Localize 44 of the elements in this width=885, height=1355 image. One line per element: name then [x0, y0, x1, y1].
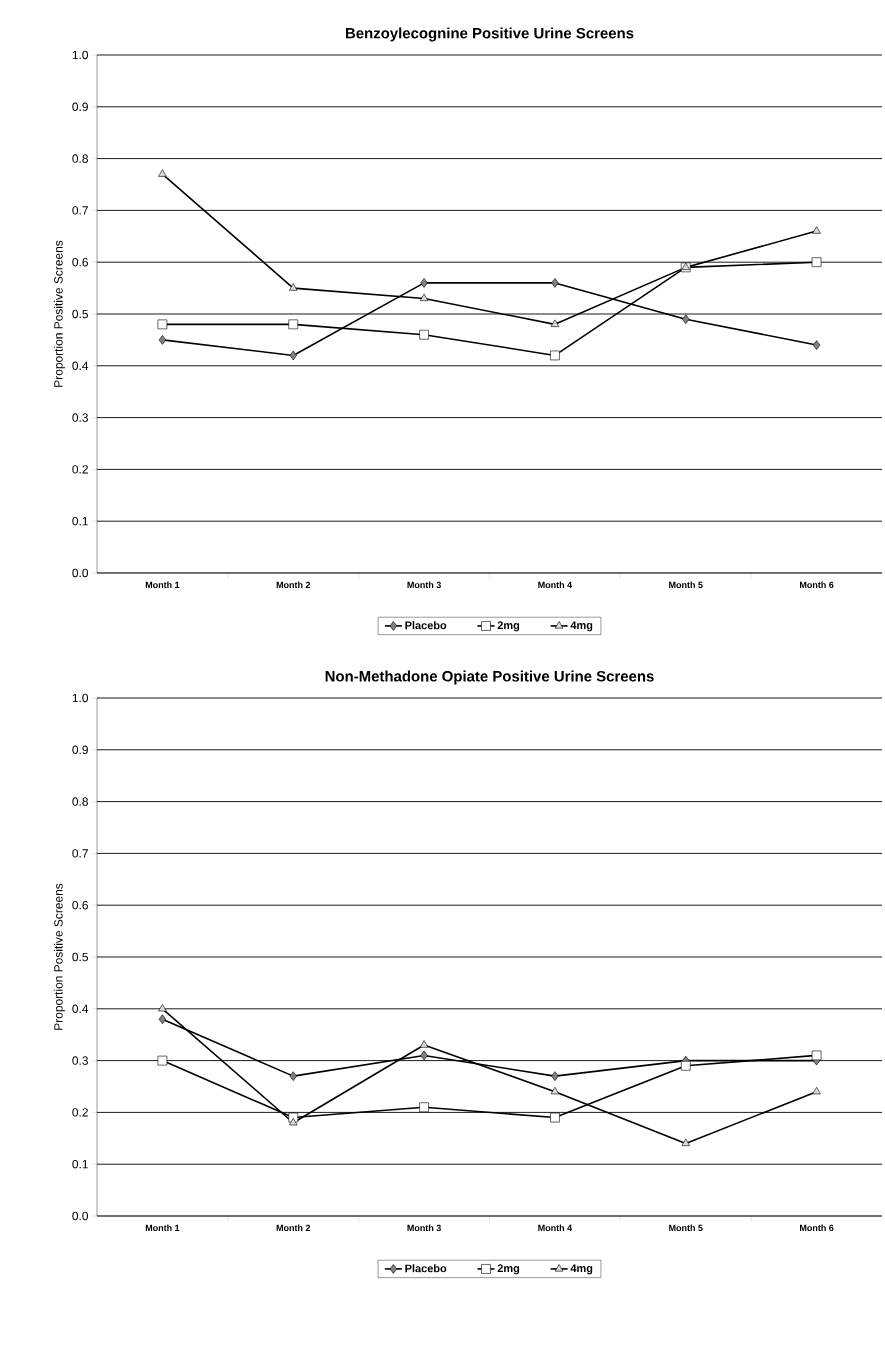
x-tick-label: Month 3	[407, 1224, 441, 1232]
y-axis-title: Proportion Positive Screens	[53, 240, 66, 387]
y-tick-label: 0.8	[72, 154, 88, 163]
y-tick-label: 0.1	[72, 1159, 88, 1169]
y-tick-label: 0.3	[72, 413, 88, 422]
y-tick-label: 1.0	[72, 50, 89, 60]
legend-label: 2mg	[497, 1264, 520, 1275]
y-tick-label: 0.7	[72, 206, 88, 215]
x-tick-label: Month 5	[669, 581, 703, 589]
legend-label: 4mg	[570, 1264, 593, 1275]
chart-title: Non-Methadone Opiate Positive Urine Screens	[325, 670, 654, 685]
legend-label: Placebo	[405, 621, 447, 630]
x-tick-label: Month 5	[669, 1224, 703, 1232]
x-tick-label: Month 6	[800, 581, 834, 589]
y-tick-label: 0.2	[72, 1108, 88, 1117]
x-tick-label: Month 6	[800, 1224, 834, 1232]
x-tick-label: Month 1	[145, 1224, 180, 1232]
x-tick-label: Month 2	[276, 581, 311, 589]
legend-label: 2mg	[497, 621, 520, 632]
y-tick-label: 0.6	[72, 900, 88, 910]
x-tick-label: Month 1	[145, 581, 180, 589]
x-tick-label: Month 2	[276, 1224, 311, 1232]
chart-title: Benzoylecognine Positive Urine Screens	[345, 27, 634, 42]
y-tick-label: 0.5	[72, 309, 88, 319]
x-tick-label: Month 4	[538, 1224, 573, 1232]
y-tick-label: 0.1	[72, 516, 88, 526]
y-tick-label: 0.5	[72, 952, 88, 962]
legend-label: 4mg	[570, 621, 593, 632]
y-tick-label: 0.2	[72, 465, 88, 474]
y-tick-label: 0.4	[72, 1004, 89, 1014]
y-tick-label: 0.0	[72, 568, 89, 578]
x-tick-label: Month 4	[538, 581, 573, 589]
legend-label: Placebo	[405, 1264, 447, 1273]
y-tick-label: 0.6	[72, 257, 88, 267]
y-tick-label: 0.4	[72, 361, 89, 371]
y-tick-label: 0.9	[72, 745, 88, 755]
y-tick-label: 0.8	[72, 797, 88, 806]
y-tick-label: 1.0	[72, 693, 89, 703]
y-axis-title: Proportion Positive Screens	[53, 883, 66, 1030]
y-tick-label: 0.9	[72, 102, 88, 112]
y-tick-label: 0.7	[72, 849, 88, 858]
y-tick-label: 0.0	[72, 1211, 89, 1221]
y-tick-label: 0.3	[72, 1056, 88, 1065]
x-tick-label: Month 3	[407, 581, 441, 589]
